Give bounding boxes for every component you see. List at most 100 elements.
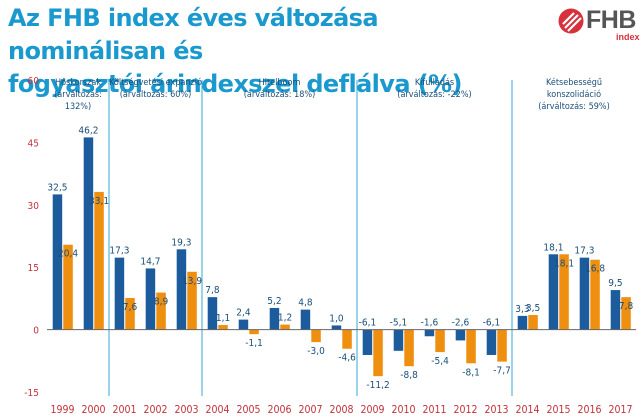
x-tick-label: 2004: [205, 404, 229, 416]
real-value-label: 1,1: [216, 313, 230, 324]
real-bar: [311, 329, 321, 343]
nominal-bar: [114, 257, 125, 330]
nominal-bar: [83, 137, 94, 330]
title-line-1: Az FHB index éves változása nominálisan …: [8, 4, 379, 65]
y-tick-label: 15: [28, 263, 39, 274]
nominal-bar: [176, 249, 187, 330]
nominal-value-label: 46,2: [78, 125, 98, 136]
title-line-2: fogyasztói árindexszel deflálva (%): [8, 70, 462, 98]
real-value-label: 18,1: [554, 258, 574, 269]
real-value-label: -11,2: [366, 380, 389, 391]
x-tick-label: 2015: [546, 404, 570, 416]
nominal-bar: [145, 268, 156, 330]
period-name: Kétsebességű: [546, 77, 602, 88]
real-bar: [404, 329, 414, 367]
nominal-value-label: 14,7: [140, 256, 160, 267]
nominal-value-label: -1,6: [421, 318, 439, 329]
x-tick-label: 2008: [329, 404, 353, 416]
real-value-label: -8,1: [462, 367, 480, 378]
nominal-value-label: -6,1: [483, 318, 501, 329]
period-price-change: (árváltozás: 18%): [244, 90, 315, 100]
fhb-index-logo: FHB index: [556, 6, 640, 46]
real-bar: [621, 297, 631, 330]
y-tick-label: -15: [24, 388, 39, 399]
real-value-label: -7,7: [493, 366, 511, 377]
period-price-change: konszolidáció: [547, 89, 601, 100]
nominal-bar: [455, 329, 466, 341]
y-tick-label: 0: [33, 326, 39, 337]
x-tick-label: 2010: [391, 404, 415, 416]
real-value-label: -3,0: [307, 346, 325, 357]
real-value-label: 16,8: [585, 264, 605, 275]
x-tick-label: 2005: [236, 404, 260, 416]
real-bar: [156, 292, 166, 330]
nominal-bar: [517, 315, 528, 330]
nominal-bar: [52, 194, 63, 330]
real-bar: [125, 297, 135, 330]
nominal-value-label: 17,3: [574, 246, 594, 257]
x-tick-label: 2017: [608, 404, 632, 416]
real-bar: [528, 315, 538, 330]
nominal-bar: [548, 254, 559, 330]
real-value-label: 1,2: [278, 313, 292, 324]
nominal-value-label: 3,3: [515, 304, 529, 315]
period-price-change: (árváltozás: 60%): [120, 90, 191, 100]
real-value-label: 20,4: [58, 249, 78, 260]
nominal-value-label: -6,1: [359, 318, 377, 329]
x-tick-label: 2003: [174, 404, 198, 416]
nominal-value-label: 32,5: [47, 182, 67, 193]
period-price-change: 132%): [65, 102, 91, 112]
y-tick-label: 30: [28, 201, 40, 212]
real-value-label: 33,1: [89, 196, 109, 207]
nominal-value-label: 19,3: [171, 237, 191, 248]
real-bar: [280, 324, 290, 330]
x-tick-label: 2000: [81, 404, 105, 416]
period-price-change: (árváltozás: -22%): [397, 90, 471, 100]
x-tick-label: 2013: [484, 404, 508, 416]
real-bar: [373, 329, 383, 377]
real-bar: [218, 325, 228, 330]
x-tick-label: 2002: [143, 404, 167, 416]
real-value-label: -5,4: [431, 356, 449, 367]
nominal-value-label: -2,6: [452, 318, 470, 329]
nominal-bar: [300, 309, 311, 330]
real-value-label: 8,9: [154, 297, 169, 308]
real-value-label: -1,1: [245, 338, 263, 349]
real-bar: [435, 329, 445, 353]
period-price-change: (árváltozás:: [54, 90, 102, 100]
chart-title: Az FHB index éves változása nominálisan …: [8, 2, 508, 101]
x-tick-label: 2012: [453, 404, 477, 416]
nominal-value-label: 5,2: [267, 296, 281, 307]
real-bar: [559, 254, 569, 330]
real-value-label: 7,8: [619, 301, 634, 312]
logo-mark-icon: [558, 8, 584, 34]
real-value-label: -4,6: [338, 353, 356, 364]
nominal-bar: [238, 319, 249, 330]
nominal-value-label: 9,5: [608, 278, 622, 289]
x-tick-label: 2009: [360, 404, 384, 416]
real-bar: [342, 329, 352, 349]
nominal-value-label: 17,3: [109, 246, 129, 257]
period-name: Hitelboom: [259, 78, 301, 88]
nominal-value-label: 2,4: [236, 308, 251, 319]
logo-text: FHB: [586, 6, 636, 34]
nominal-bar: [207, 297, 218, 330]
real-value-label: 3,5: [526, 303, 540, 314]
y-tick-label: 45: [28, 138, 39, 149]
logo-sub: index: [616, 32, 640, 42]
real-bar: [497, 329, 507, 362]
real-value-label: -8,8: [400, 370, 418, 381]
real-bar: [466, 329, 476, 364]
x-tick-label: 2007: [298, 404, 322, 416]
nominal-value-label: 4,8: [298, 298, 313, 309]
nominal-value-label: 7,8: [205, 285, 220, 296]
x-tick-label: 2006: [267, 404, 291, 416]
nominal-value-label: 1,0: [329, 313, 344, 324]
real-bar: [187, 271, 197, 330]
period-name: Hőskorszak: [55, 78, 101, 88]
nominal-bar: [331, 325, 342, 330]
x-tick-label: 2001: [112, 404, 136, 416]
real-value-label: 7,6: [123, 302, 138, 313]
nominal-bar: [269, 307, 280, 330]
